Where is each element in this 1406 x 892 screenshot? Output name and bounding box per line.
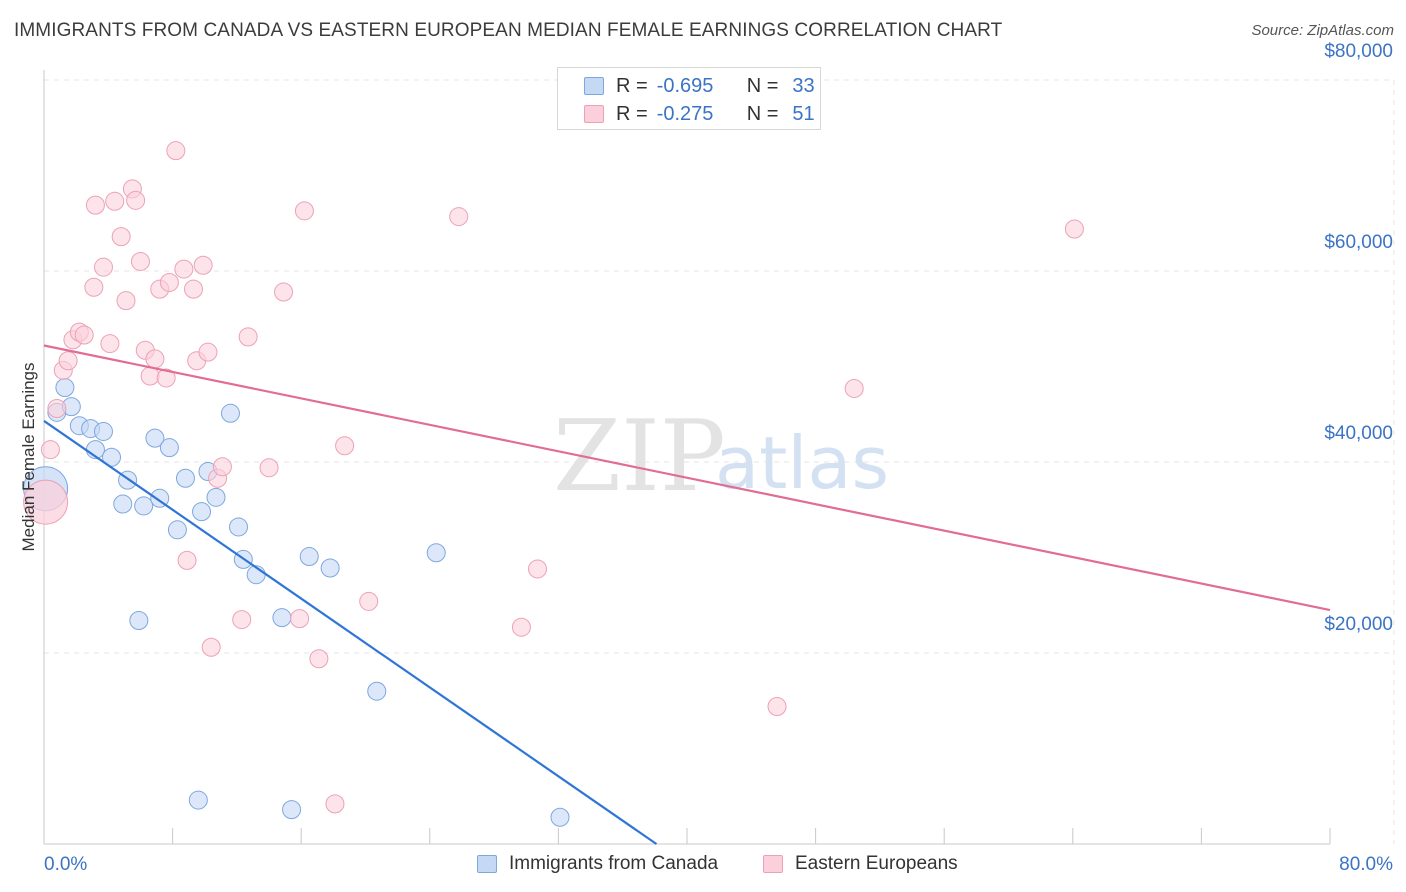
scatter-point-canada[interactable]: [188, 790, 208, 810]
scatter-point-canada[interactable]: [93, 421, 113, 441]
legend-swatch-canada: [584, 77, 604, 95]
scatter-point-eastern[interactable]: [198, 342, 218, 362]
scatter-point-eastern[interactable]: [294, 201, 314, 221]
scatter-point-eastern[interactable]: [145, 349, 165, 369]
scatter-point-canada[interactable]: [129, 611, 149, 631]
x-tick-label-max: 80.0%: [1339, 854, 1393, 875]
y-axis-label: Median Female Earnings: [19, 363, 38, 552]
source-credit: Source: ZipAtlas.com: [1251, 22, 1394, 39]
scatter-point-eastern[interactable]: [100, 334, 120, 354]
scatter-point-eastern[interactable]: [156, 368, 176, 388]
scatter-point-eastern[interactable]: [166, 141, 186, 161]
scatter-point-eastern[interactable]: [212, 457, 232, 477]
series-label-canada: Immigrants from Canada: [509, 853, 719, 874]
scatter-point-canada[interactable]: [167, 520, 187, 540]
scatter-point-eastern[interactable]: [259, 458, 279, 478]
scatter-point-eastern[interactable]: [177, 550, 197, 570]
scatter-point-eastern[interactable]: [130, 251, 150, 271]
scatter-point-eastern[interactable]: [238, 327, 258, 347]
scatter-point-canada[interactable]: [299, 547, 319, 567]
legend-n-value-canada: 33: [792, 74, 815, 97]
y-tick-label: $40,000: [1324, 423, 1393, 444]
scatter-point-eastern[interactable]: [449, 207, 469, 227]
scatter-point-eastern[interactable]: [47, 399, 67, 419]
scatter-point-eastern[interactable]: [844, 378, 864, 398]
scatter-point-eastern[interactable]: [111, 227, 131, 247]
scatter-point-eastern[interactable]: [105, 191, 125, 211]
scatter-point-eastern[interactable]: [23, 479, 69, 525]
legend-r-value-canada: -0.695: [656, 74, 714, 97]
legend-r-value-eastern: -0.275: [656, 102, 714, 125]
scatter-point-eastern[interactable]: [159, 272, 179, 292]
scatter-point-eastern[interactable]: [232, 610, 252, 630]
scatter-point-eastern[interactable]: [1064, 219, 1084, 239]
scatter-point-eastern[interactable]: [58, 351, 78, 371]
series-swatch-eastern: [763, 855, 783, 873]
legend-n-value-eastern: 51: [792, 102, 815, 125]
x-tick-label-min: 0.0%: [44, 854, 87, 875]
scatter-point-eastern[interactable]: [126, 190, 146, 210]
series-legend-eastern[interactable]: Eastern Europeans: [763, 852, 958, 876]
scatter-point-canada[interactable]: [272, 608, 292, 628]
scatter-point-canada[interactable]: [102, 447, 122, 467]
scatter-point-eastern[interactable]: [74, 325, 94, 345]
legend-n-label: N =: [746, 102, 779, 125]
scatter-point-canada[interactable]: [175, 468, 195, 488]
scatter-point-canada[interactable]: [550, 807, 570, 827]
scatter-point-canada[interactable]: [55, 378, 75, 398]
legend-row-canada: R = -0.695 N = 33: [584, 74, 815, 98]
scatter-point-canada[interactable]: [229, 517, 249, 537]
scatter-point-canada[interactable]: [220, 403, 240, 423]
watermark-zip: ZIP: [553, 400, 726, 514]
scatter-point-eastern[interactable]: [335, 436, 355, 456]
scatter-point-eastern[interactable]: [183, 279, 203, 299]
scatter-point-eastern[interactable]: [140, 366, 160, 386]
legend-r-label: R =: [616, 102, 648, 125]
scatter-point-eastern[interactable]: [274, 282, 294, 302]
chart-title: IMMIGRANTS FROM CANADA VS EASTERN EUROPE…: [14, 20, 1003, 41]
legend-n-label: N =: [746, 74, 779, 97]
scatter-point-eastern[interactable]: [85, 195, 105, 215]
series-label-eastern: Eastern Europeans: [795, 853, 958, 874]
scatter-point-eastern[interactable]: [528, 559, 548, 579]
trend-line-eastern: [43, 344, 1331, 612]
scatter-point-eastern[interactable]: [201, 637, 221, 657]
scatter-point-canada[interactable]: [206, 487, 226, 507]
scatter-point-eastern[interactable]: [116, 291, 136, 311]
scatter-point-eastern[interactable]: [290, 609, 310, 629]
scatter-point-eastern[interactable]: [511, 617, 531, 637]
legend-swatch-eastern: [584, 105, 604, 123]
scatter-point-canada[interactable]: [192, 502, 212, 522]
y-tick-label: $20,000: [1324, 614, 1393, 635]
scatter-point-canada[interactable]: [134, 496, 154, 516]
legend-r-label: R =: [616, 74, 648, 97]
scatter-point-canada[interactable]: [145, 428, 165, 448]
scatter-point-canada[interactable]: [367, 681, 387, 701]
correlation-legend: R = -0.695 N = 33 R = -0.275 N = 51: [557, 67, 821, 130]
scatter-point-eastern[interactable]: [174, 259, 194, 279]
scatter-point-canada[interactable]: [320, 558, 340, 578]
scatter-point-eastern[interactable]: [325, 794, 345, 814]
scatter-point-eastern[interactable]: [359, 591, 379, 611]
watermark-atlas: atlas: [715, 421, 889, 505]
scatter-point-eastern[interactable]: [84, 277, 104, 297]
scatter-point-canada[interactable]: [282, 800, 302, 820]
scatter-point-canada[interactable]: [113, 494, 133, 514]
series-legend-canada[interactable]: Immigrants from Canada: [477, 852, 718, 876]
scatter-point-eastern[interactable]: [767, 696, 787, 716]
scatter-point-eastern[interactable]: [93, 257, 113, 277]
scatter-point-eastern[interactable]: [309, 649, 329, 669]
series-swatch-canada: [477, 855, 497, 873]
scatter-point-eastern[interactable]: [193, 255, 213, 275]
trend-line-canada: [43, 420, 658, 845]
scatter-point-canada[interactable]: [159, 438, 179, 458]
scatter-point-canada[interactable]: [426, 543, 446, 563]
y-tick-label: $80,000: [1324, 41, 1393, 62]
legend-row-eastern: R = -0.275 N = 51: [584, 102, 815, 126]
scatter-point-eastern[interactable]: [40, 440, 60, 460]
y-tick-label: $60,000: [1324, 232, 1393, 253]
